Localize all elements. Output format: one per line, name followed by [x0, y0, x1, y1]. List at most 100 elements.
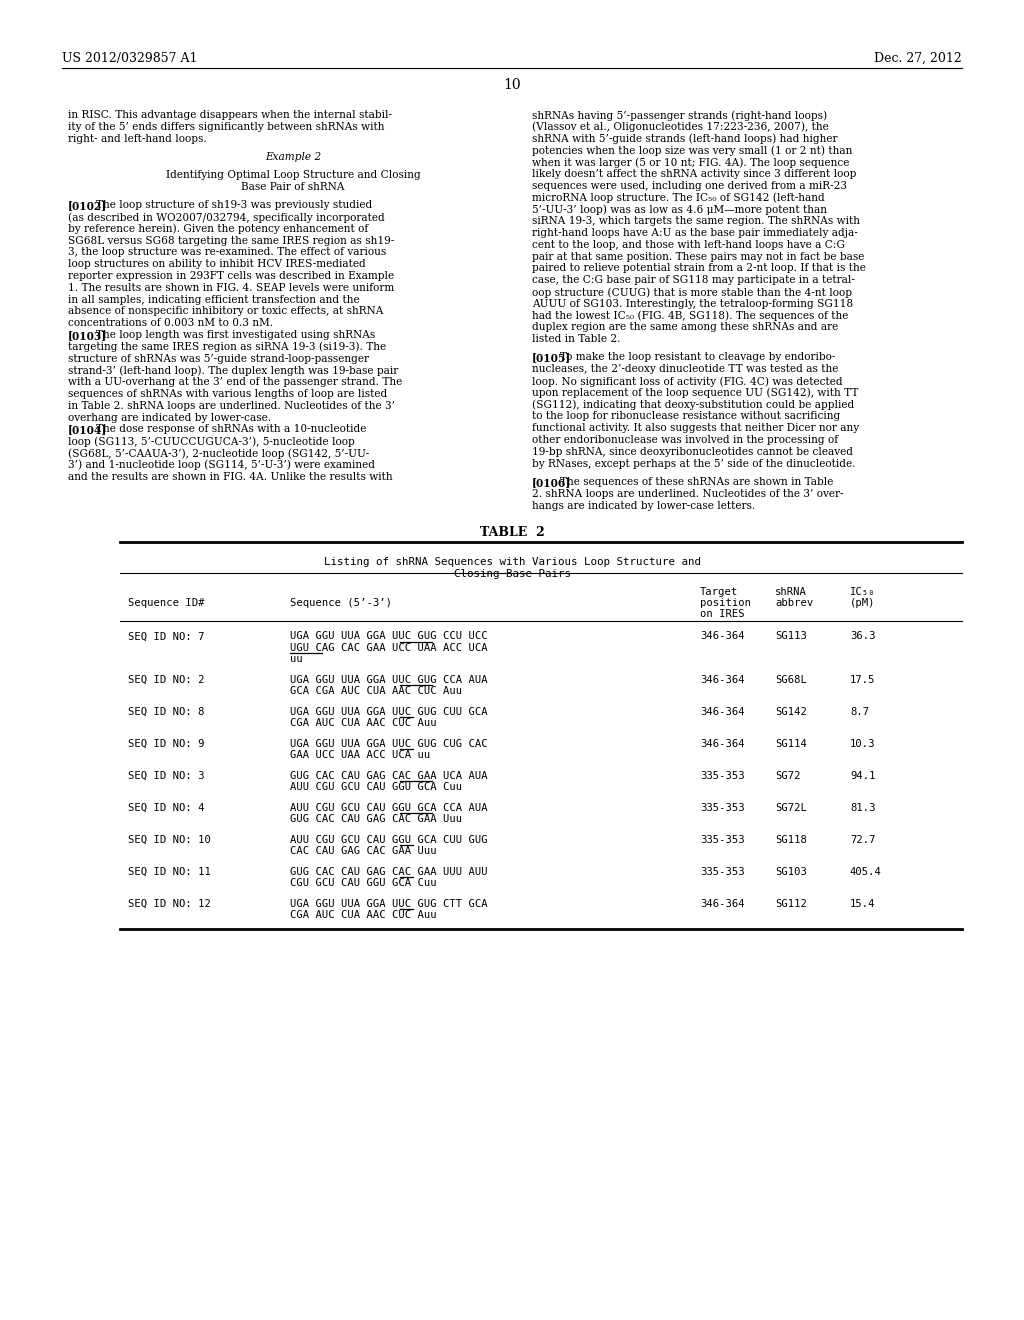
Text: 94.1: 94.1 — [850, 771, 876, 781]
Text: 8.7: 8.7 — [850, 708, 869, 717]
Text: structure of shRNAs was 5’-guide strand-loop-passenger: structure of shRNAs was 5’-guide strand-… — [68, 354, 369, 364]
Text: 15.4: 15.4 — [850, 899, 876, 909]
Text: CGU GCU CAU GGU GCA Cuu: CGU GCU CAU GGU GCA Cuu — [290, 878, 436, 888]
Text: 3’) and 1-nucleotide loop (SG114, 5’-U-3’) were examined: 3’) and 1-nucleotide loop (SG114, 5’-U-3… — [68, 459, 375, 470]
Text: [0102]: [0102] — [68, 201, 108, 211]
Text: strand-3’ (left-hand loop). The duplex length was 19-base pair: strand-3’ (left-hand loop). The duplex l… — [68, 366, 398, 376]
Text: 335-353: 335-353 — [700, 771, 744, 781]
Text: nucleases, the 2’-deoxy dinucleotide TT was tested as the: nucleases, the 2’-deoxy dinucleotide TT … — [532, 364, 839, 375]
Text: UGU CAG CAC GAA UCC UAA ACC UCA: UGU CAG CAC GAA UCC UAA ACC UCA — [290, 643, 487, 653]
Text: pair at that same position. These pairs may not in fact be base: pair at that same position. These pairs … — [532, 252, 864, 261]
Text: absence of nonspecific inhibitory or toxic effects, at shRNA: absence of nonspecific inhibitory or tox… — [68, 306, 383, 317]
Text: [0104]: [0104] — [68, 425, 108, 436]
Text: 346-364: 346-364 — [700, 708, 744, 717]
Text: TABLE  2: TABLE 2 — [479, 527, 545, 540]
Text: 3, the loop structure was re-examined. The effect of various: 3, the loop structure was re-examined. T… — [68, 247, 386, 257]
Text: Identifying Optimal Loop Structure and Closing: Identifying Optimal Loop Structure and C… — [166, 170, 421, 180]
Text: The loop length was first investigated using shRNAs: The loop length was first investigated u… — [96, 330, 375, 341]
Text: [0106]: [0106] — [532, 477, 571, 488]
Text: SG103: SG103 — [775, 867, 807, 876]
Text: right-hand loops have A:U as the base pair immediately adja-: right-hand loops have A:U as the base pa… — [532, 228, 858, 238]
Text: 346-364: 346-364 — [700, 899, 744, 909]
Text: SEQ ID NO: 4: SEQ ID NO: 4 — [128, 803, 205, 813]
Text: SEQ ID NO: 11: SEQ ID NO: 11 — [128, 867, 211, 876]
Text: in Table 2. shRNA loops are underlined. Nucleotides of the 3’: in Table 2. shRNA loops are underlined. … — [68, 401, 395, 411]
Text: GAA UCC UAA ACC UCA uu: GAA UCC UAA ACC UCA uu — [290, 750, 430, 760]
Text: SEQ ID NO: 7: SEQ ID NO: 7 — [128, 631, 205, 642]
Text: concentrations of 0.003 nM to 0.3 nM.: concentrations of 0.003 nM to 0.3 nM. — [68, 318, 273, 329]
Text: (SG112), indicating that deoxy-substitution could be applied: (SG112), indicating that deoxy-substitut… — [532, 400, 854, 411]
Text: shRNA with 5’-guide strands (left-hand loops) had higher: shRNA with 5’-guide strands (left-hand l… — [532, 133, 838, 144]
Text: and the results are shown in FIG. 4A. Unlike the results with: and the results are shown in FIG. 4A. Un… — [68, 471, 392, 482]
Text: SEQ ID NO: 10: SEQ ID NO: 10 — [128, 834, 211, 845]
Text: The sequences of these shRNAs are shown in Table: The sequences of these shRNAs are shown … — [560, 477, 834, 487]
Text: 335-353: 335-353 — [700, 803, 744, 813]
Text: AUUU of SG103. Interestingly, the tetraloop-forming SG118: AUUU of SG103. Interestingly, the tetral… — [532, 298, 853, 309]
Text: SEQ ID NO: 8: SEQ ID NO: 8 — [128, 708, 205, 717]
Text: AUU CGU GCU CAU GGU GCA CUU GUG: AUU CGU GCU CAU GGU GCA CUU GUG — [290, 834, 487, 845]
Text: 1. The results are shown in FIG. 4. SEAP levels were uniform: 1. The results are shown in FIG. 4. SEAP… — [68, 282, 394, 293]
Text: AUU CGU GCU CAU GGU GCA CCA AUA: AUU CGU GCU CAU GGU GCA CCA AUA — [290, 803, 487, 813]
Text: potencies when the loop size was very small (1 or 2 nt) than: potencies when the loop size was very sm… — [532, 145, 852, 156]
Text: GCA CGA AUC CUA AAC CUC Auu: GCA CGA AUC CUA AAC CUC Auu — [290, 686, 462, 697]
Text: Target: Target — [700, 587, 738, 598]
Text: Listing of shRNA Sequences with Various Loop Structure and: Listing of shRNA Sequences with Various … — [324, 557, 700, 568]
Text: duplex region are the same among these shRNAs and are: duplex region are the same among these s… — [532, 322, 839, 333]
Text: UGA GGU UUA GGA UUC GUG CCU UCC: UGA GGU UUA GGA UUC GUG CCU UCC — [290, 631, 487, 642]
Text: 346-364: 346-364 — [700, 739, 744, 748]
Text: 346-364: 346-364 — [700, 675, 744, 685]
Text: Sequence (5’-3’): Sequence (5’-3’) — [290, 598, 392, 609]
Text: ity of the 5’ ends differs significantly between shRNAs with: ity of the 5’ ends differs significantly… — [68, 121, 384, 132]
Text: SEQ ID NO: 9: SEQ ID NO: 9 — [128, 739, 205, 748]
Text: (as described in WO2007/032794, specifically incorporated: (as described in WO2007/032794, specific… — [68, 213, 385, 223]
Text: upon replacement of the loop sequence UU (SG142), with TT: upon replacement of the loop sequence UU… — [532, 388, 858, 399]
Text: CGA AUC CUA AAC CUC Auu: CGA AUC CUA AAC CUC Auu — [290, 911, 436, 920]
Text: SG72L: SG72L — [775, 803, 807, 813]
Text: likely doesn’t affect the shRNA activity since 3 different loop: likely doesn’t affect the shRNA activity… — [532, 169, 856, 180]
Text: with a UU-overhang at the 3’ end of the passenger strand. The: with a UU-overhang at the 3’ end of the … — [68, 378, 402, 387]
Text: US 2012/0329857 A1: US 2012/0329857 A1 — [62, 51, 198, 65]
Text: SG113: SG113 — [775, 631, 807, 642]
Text: 335-353: 335-353 — [700, 834, 744, 845]
Text: functional activity. It also suggests that neither Dicer nor any: functional activity. It also suggests th… — [532, 424, 859, 433]
Text: when it was larger (5 or 10 nt; FIG. 4A). The loop sequence: when it was larger (5 or 10 nt; FIG. 4A)… — [532, 157, 849, 168]
Text: microRNA loop structure. The IC₅₀ of SG142 (left-hand: microRNA loop structure. The IC₅₀ of SG1… — [532, 193, 824, 203]
Text: 10: 10 — [503, 78, 521, 92]
Text: abbrev: abbrev — [775, 598, 813, 609]
Text: to the loop for ribonuclease resistance without sacrificing: to the loop for ribonuclease resistance … — [532, 412, 841, 421]
Text: GUG CAC CAU GAG CAC GAA UCA AUA: GUG CAC CAU GAG CAC GAA UCA AUA — [290, 771, 487, 781]
Text: listed in Table 2.: listed in Table 2. — [532, 334, 621, 345]
Text: 5’-UU-3’ loop) was as low as 4.6 μM—more potent than: 5’-UU-3’ loop) was as low as 4.6 μM—more… — [532, 205, 827, 215]
Text: Closing Base Pairs: Closing Base Pairs — [454, 569, 570, 579]
Text: loop. No significant loss of activity (FIG. 4C) was detected: loop. No significant loss of activity (F… — [532, 376, 843, 387]
Text: GUG CAC CAU GAG CAC GAA UUU AUU: GUG CAC CAU GAG CAC GAA UUU AUU — [290, 867, 487, 876]
Text: SEQ ID NO: 3: SEQ ID NO: 3 — [128, 771, 205, 781]
Text: on IRES: on IRES — [700, 610, 744, 619]
Text: in RISC. This advantage disappears when the internal stabil-: in RISC. This advantage disappears when … — [68, 110, 392, 120]
Text: cent to the loop, and those with left-hand loops have a C:G: cent to the loop, and those with left-ha… — [532, 240, 845, 249]
Text: in all samples, indicating efficient transfection and the: in all samples, indicating efficient tra… — [68, 294, 359, 305]
Text: (pM): (pM) — [850, 598, 876, 609]
Text: shRNA: shRNA — [775, 587, 807, 598]
Text: SG114: SG114 — [775, 739, 807, 748]
Text: right- and left-hand loops.: right- and left-hand loops. — [68, 133, 207, 144]
Text: 19-bp shRNA, since deoxyribonucleotides cannot be cleaved: 19-bp shRNA, since deoxyribonucleotides … — [532, 447, 853, 457]
Text: SEQ ID NO: 12: SEQ ID NO: 12 — [128, 899, 211, 909]
Text: [0103]: [0103] — [68, 330, 108, 341]
Text: Dec. 27, 2012: Dec. 27, 2012 — [874, 51, 962, 65]
Text: SG142: SG142 — [775, 708, 807, 717]
Text: SG72: SG72 — [775, 771, 801, 781]
Text: oop structure (CUUG) that is more stable than the 4-nt loop: oop structure (CUUG) that is more stable… — [532, 286, 852, 297]
Text: UGA GGU UUA GGA UUC GUG CUU GCA: UGA GGU UUA GGA UUC GUG CUU GCA — [290, 708, 487, 717]
Text: (SG68L, 5’-CAAUA-3’), 2-nucleotide loop (SG142, 5’-UU-: (SG68L, 5’-CAAUA-3’), 2-nucleotide loop … — [68, 447, 370, 458]
Text: SG68L versus SG68 targeting the same IRES region as sh19-: SG68L versus SG68 targeting the same IRE… — [68, 236, 394, 246]
Text: loop (SG113, 5’-CUUCCUGUCA-3’), 5-nucleotide loop: loop (SG113, 5’-CUUCCUGUCA-3’), 5-nucleo… — [68, 437, 354, 447]
Text: 17.5: 17.5 — [850, 675, 876, 685]
Text: had the lowest IC₅₀ (FIG. 4B, SG118). The sequences of the: had the lowest IC₅₀ (FIG. 4B, SG118). Th… — [532, 310, 848, 321]
Text: UGA GGU UUA GGA UUC GUG CUG CAC: UGA GGU UUA GGA UUC GUG CUG CAC — [290, 739, 487, 748]
Text: CGA AUC CUA AAC CUC Auu: CGA AUC CUA AAC CUC Auu — [290, 718, 436, 729]
Text: 405.4: 405.4 — [850, 867, 882, 876]
Text: targeting the same IRES region as siRNA 19-3 (si19-3). The: targeting the same IRES region as siRNA … — [68, 342, 386, 352]
Text: 81.3: 81.3 — [850, 803, 876, 813]
Text: Sequence ID#: Sequence ID# — [128, 598, 205, 609]
